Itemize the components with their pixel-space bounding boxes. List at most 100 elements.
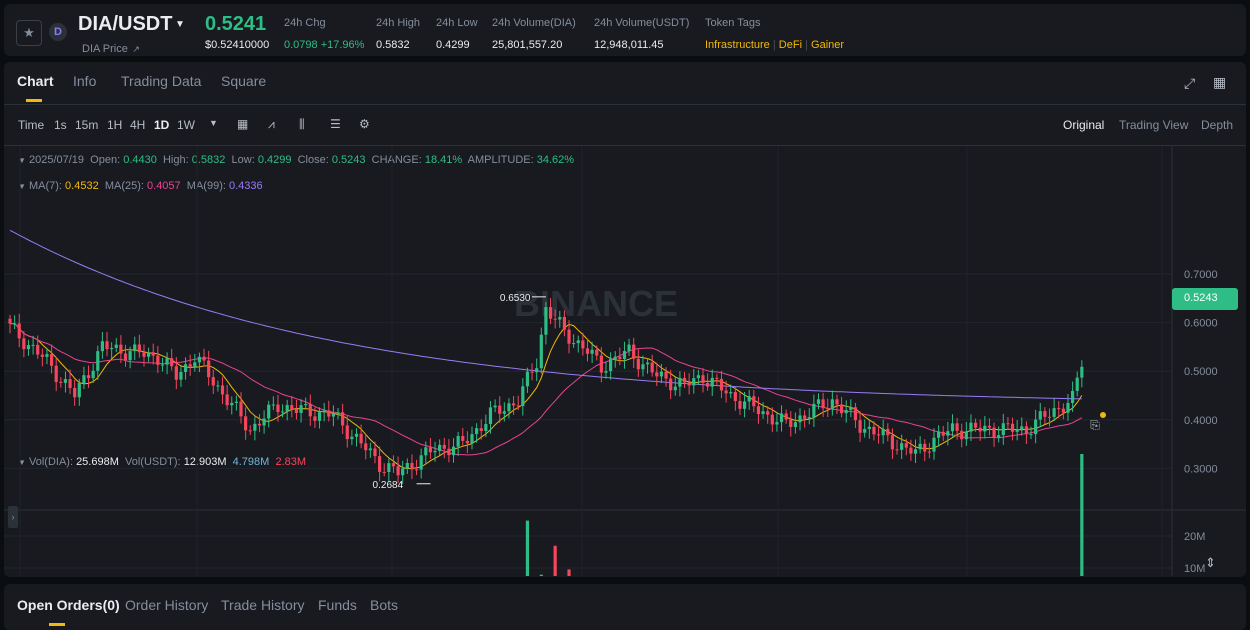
symbol-selector[interactable]: DIA/USDT [78, 13, 173, 35]
volume-axis-tick: 10M [1184, 563, 1205, 575]
candle-body [308, 404, 312, 417]
candle-body [317, 412, 322, 421]
candle-body [438, 444, 442, 451]
candle-body [170, 358, 174, 367]
tag-infrastructure[interactable]: Infrastructure [705, 39, 770, 51]
token-tags: Infrastructure | DeFi | Gainer [705, 39, 844, 51]
candle-body [488, 407, 493, 425]
candle-body [733, 392, 737, 402]
stat-value-24h-low: 0.4299 [436, 39, 470, 51]
interval-1w[interactable]: 1W [177, 118, 195, 132]
tab-bots[interactable]: Bots [370, 597, 399, 613]
chevron-down-icon[interactable]: ▼ [18, 182, 26, 191]
candle-body [165, 358, 169, 365]
candle-body [405, 463, 409, 469]
candle-body [68, 379, 72, 388]
open-value: 0.4430 [123, 154, 157, 166]
dia-coin-icon: D [49, 23, 67, 41]
price-axis-tick: 0.4000 [1184, 415, 1218, 427]
candle-body [673, 386, 677, 391]
view-depth[interactable]: Depth [1201, 118, 1234, 132]
low-marker-label: 0.2684 [373, 480, 404, 491]
candle-body [271, 404, 275, 406]
chevron-down-icon[interactable]: ▼ [18, 458, 26, 467]
candle-body [401, 468, 405, 476]
candle-body [456, 436, 460, 447]
view-trading-view[interactable]: Trading View [1119, 118, 1189, 132]
candle-body [77, 382, 81, 398]
candle-body [913, 449, 918, 454]
stat-value-24h-volume-usdt: 12,948,011.45 [594, 39, 664, 51]
candle-body [345, 425, 349, 440]
candle-body [484, 424, 488, 432]
candle-body [59, 381, 63, 383]
layout-grid-icon[interactable]: ▦ [1213, 74, 1227, 90]
candle-body [123, 353, 128, 361]
high-marker-label: 0.6530 [500, 293, 531, 304]
coin-price-link[interactable]: DIA Price ↗ [82, 39, 140, 57]
tab-funds[interactable]: Funds [318, 597, 357, 613]
current-price-label: 0.5243 [1184, 292, 1218, 304]
tag-defi[interactable]: DeFi [778, 39, 803, 51]
candle-body [160, 364, 165, 366]
candle-body [886, 428, 890, 436]
interval-time[interactable]: Time [18, 118, 45, 132]
favorite-star-icon[interactable]: ★ [16, 20, 42, 46]
active-tab-indicator [49, 623, 65, 626]
candle-body [350, 436, 354, 440]
chart-type-candles-icon[interactable]: ⫼ [299, 117, 305, 131]
chevron-down-icon[interactable]: ▼ [175, 19, 185, 30]
stat-label-24h-high: 24h High [376, 17, 421, 29]
tag-gainer[interactable]: Gainer [811, 39, 845, 51]
candle-body [585, 348, 590, 354]
interval-1h[interactable]: 1H [107, 118, 123, 132]
candle-body [1066, 403, 1070, 413]
tab-open-orders[interactable]: Open Orders(0) [17, 597, 120, 613]
stat-label-24h-chg: 24h Chg [284, 17, 326, 29]
more-intervals-chevron-down-icon[interactable]: ▼ [209, 118, 218, 128]
tab-square[interactable]: Square [221, 73, 267, 89]
interval-4h[interactable]: 4H [130, 118, 146, 132]
candle-body [553, 318, 557, 320]
candle-body [710, 377, 714, 387]
tab-chart[interactable]: Chart [17, 73, 54, 89]
interval-1d[interactable]: 1D [154, 118, 170, 132]
candle-body [1061, 408, 1065, 413]
chevron-down-icon[interactable]: ▼ [18, 156, 26, 165]
fit-axis-icon[interactable]: ⇕ [1205, 555, 1216, 570]
calendar-icon[interactable]: ▦ [237, 117, 249, 131]
interval-1s[interactable]: 1s [54, 118, 67, 132]
tab-info[interactable]: Info [73, 73, 97, 89]
candle-body [761, 411, 765, 415]
ohlc-date: 2025/07/19 [28, 154, 85, 166]
candle-body [724, 390, 728, 394]
moving-average-lines [9, 229, 1083, 470]
tab-trade-history[interactable]: Trade History [221, 597, 305, 613]
candle-body [687, 382, 691, 386]
view-original[interactable]: Original [1063, 118, 1105, 132]
token-tags-label: Token Tags [705, 17, 761, 29]
candle-body [867, 426, 871, 430]
candle-body [36, 344, 40, 355]
last-price-usd: $0.52410000 [205, 39, 270, 51]
gear-icon[interactable]: ⚙ [359, 117, 370, 131]
scroll-left-handle[interactable]: › [8, 506, 18, 528]
indicator-icon[interactable]: ⩘ [268, 117, 275, 131]
candle-body [73, 387, 77, 398]
fullscreen-icon[interactable]: ⤢ [1184, 75, 1196, 91]
tab-order-history[interactable]: Order History [125, 597, 209, 613]
tag-divider: | [802, 39, 812, 51]
candle-body [599, 355, 603, 373]
candle-body [544, 307, 548, 335]
candlestick-chart[interactable]: BINANCE 0.7000 0.6000 0.5000 0.4000 0.3000 20… [4, 146, 1246, 576]
candle-body [475, 428, 479, 435]
close-label: Close: [297, 154, 329, 166]
order-book-icon[interactable]: ⎘ [1090, 418, 1100, 432]
candle-body [918, 443, 922, 450]
display-settings-icon[interactable]: ☰ [330, 117, 341, 131]
candle-body [664, 371, 668, 379]
interval-15m[interactable]: 15m [75, 118, 99, 132]
candle-body [775, 422, 779, 425]
candle-body [997, 435, 1001, 438]
tab-trading-data[interactable]: Trading Data [121, 73, 202, 89]
